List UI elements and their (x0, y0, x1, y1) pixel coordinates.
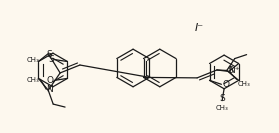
Text: S: S (227, 66, 233, 75)
Text: CH₃: CH₃ (237, 81, 250, 87)
Text: O: O (222, 80, 229, 89)
Text: I⁻: I⁻ (195, 23, 204, 33)
Text: CH₃: CH₃ (27, 57, 40, 63)
Text: O: O (47, 76, 54, 85)
Text: CH₃: CH₃ (27, 77, 40, 83)
Text: N⁺: N⁺ (228, 66, 239, 74)
Text: CH₃: CH₃ (216, 105, 229, 111)
Text: N: N (46, 85, 53, 94)
Text: S: S (219, 94, 225, 103)
Text: S: S (48, 55, 54, 64)
Text: S: S (46, 50, 52, 59)
